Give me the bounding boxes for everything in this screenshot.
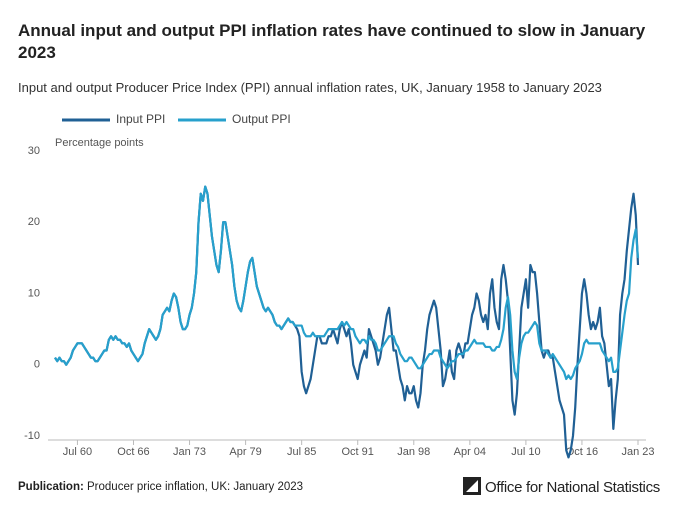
footer: Publication: Producer price inflation, U… — [18, 481, 303, 493]
x-tick-label: Jul 10 — [511, 446, 540, 458]
x-tick-label: Jul 85 — [287, 446, 316, 458]
chart-subtitle: Input and output Producer Price Index (P… — [18, 80, 602, 95]
y-tick-label: 20 — [28, 216, 40, 228]
x-tick-label: Apr 04 — [454, 446, 486, 458]
series-line — [54, 185, 640, 381]
chart: -10 0 10 20 30 Percentage points Jul 60 Oct 66 J… — [24, 112, 655, 459]
x-tick-label: Jan 98 — [397, 446, 430, 458]
chart-title: Annual input and output PPI inflation ra… — [18, 21, 646, 62]
y-tick-label: 30 — [28, 145, 40, 157]
source-text: Office for National Statistics — [485, 479, 660, 496]
y-tick-label: -10 — [24, 430, 40, 442]
x-tick-label: Oct 16 — [566, 446, 598, 458]
legend-label: Input PPI — [116, 112, 165, 126]
x-tick-label: Jul 60 — [63, 446, 92, 458]
x-tick-label: Oct 91 — [342, 446, 374, 458]
footer-label: Publication: — [18, 481, 84, 493]
source-logo: Office for National Statistics — [463, 477, 660, 496]
x-tick-label: Apr 79 — [229, 446, 261, 458]
legend-label: Output PPI — [232, 112, 291, 126]
footer-text: Producer price inflation, UK: January 20… — [87, 481, 304, 493]
x-tick-label: Oct 66 — [117, 446, 149, 458]
y-tick-label: 0 — [34, 359, 40, 371]
y-tick-label: 10 — [28, 287, 40, 299]
y-axis-label: Percentage points — [55, 137, 144, 149]
logo-icon — [463, 477, 482, 495]
x-tick-label: Jan 73 — [173, 446, 206, 458]
x-tick-label: Jan 23 — [621, 446, 654, 458]
